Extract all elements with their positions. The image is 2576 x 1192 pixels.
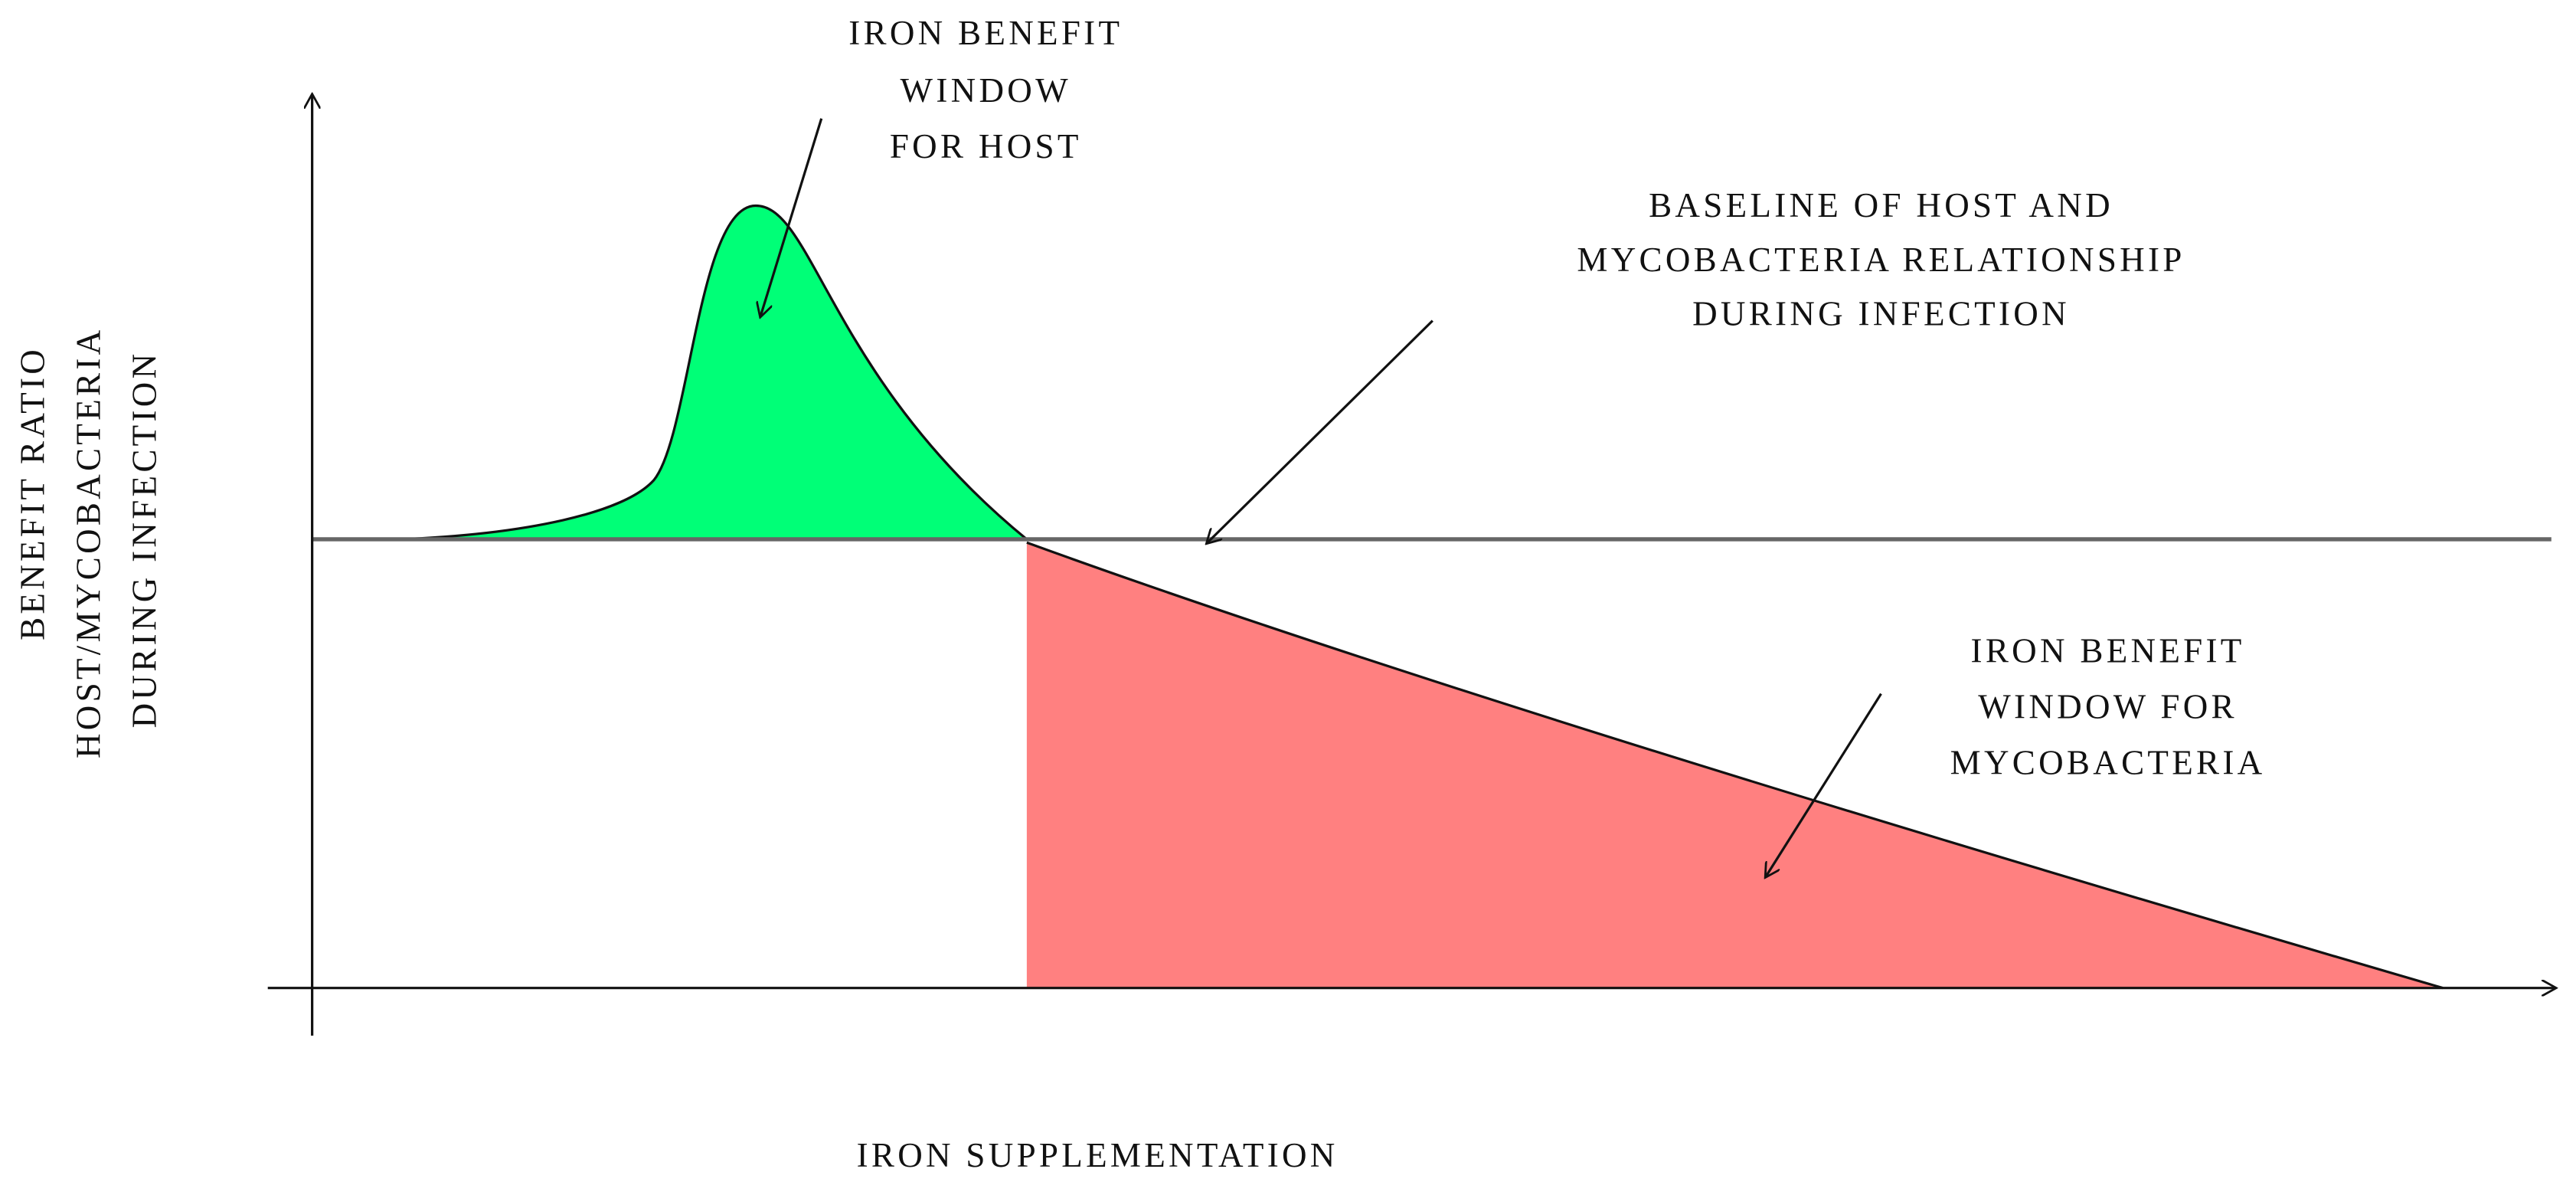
annotation: IRON BENEFIT bbox=[848, 14, 1123, 52]
annotation: BASELINE OF HOST AND bbox=[1649, 186, 2113, 224]
arrow bbox=[760, 118, 823, 316]
y-axis-label: DURING INFECTION bbox=[125, 351, 163, 729]
host-benefit-area bbox=[399, 204, 1031, 541]
x-axis-label: IRON SUPPLEMENTATION bbox=[857, 1136, 1339, 1174]
annotation: MYCOBACTERIA bbox=[1950, 743, 2266, 781]
annotation: WINDOW FOR bbox=[1978, 687, 2238, 725]
annotation: WINDOW bbox=[901, 71, 1071, 110]
arrow bbox=[1766, 693, 1882, 876]
mycobacteria-benefit-area bbox=[1026, 542, 2444, 988]
annotation: DURING INFECTION bbox=[1692, 295, 2070, 333]
annotation: FOR HOST bbox=[890, 127, 1082, 165]
mycobacteria-curve bbox=[1026, 541, 2444, 990]
annotation: IRON BENEFIT bbox=[1971, 632, 2245, 670]
y-axis-label: BENEFIT RATIO bbox=[14, 346, 52, 640]
arrow bbox=[1208, 319, 1433, 543]
y-axis-label: HOST/MYCOBACTERIA bbox=[69, 327, 107, 759]
annotation: MYCOBACTERIA RELATIONSHIP bbox=[1577, 241, 2185, 279]
